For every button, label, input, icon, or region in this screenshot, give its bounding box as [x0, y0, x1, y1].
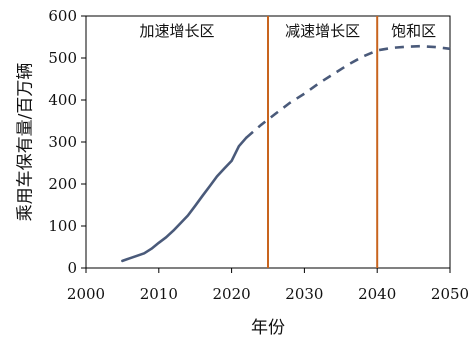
y-tick-label: 200 [48, 175, 77, 193]
plot-area [85, 15, 451, 269]
historical-series-line [121, 136, 248, 263]
x-axis-label: 年份 [251, 318, 285, 338]
x-tick-label: 2020 [213, 285, 251, 303]
region-label: 加速增长区 [139, 22, 214, 40]
region-layer: 加速增长区 减速增长区 饱和区 [139, 22, 436, 40]
x-tick-label: 2030 [285, 285, 323, 303]
tick-layer: 2000 2010 2020 2030 2040 2050 0 100 200 300 400 500… [48, 7, 469, 303]
y-tick-label: 100 [48, 217, 77, 235]
y-tick-label: 500 [48, 49, 77, 67]
y-tick-label: 600 [48, 7, 77, 25]
x-tick-label: 2050 [431, 285, 469, 303]
y-tick-label: 0 [67, 259, 77, 277]
region-label: 饱和区 [391, 22, 436, 40]
series-layer [121, 44, 451, 263]
x-tick-label: 2040 [358, 285, 396, 303]
y-tick-label: 400 [48, 91, 77, 109]
projected-series-line [245, 44, 451, 139]
y-tick-label: 300 [48, 133, 77, 151]
x-tick-label: 2000 [67, 285, 105, 303]
y-axis-label: 乘用车保有量/百万辆 [16, 63, 36, 222]
region-label: 减速增长区 [285, 22, 360, 40]
x-tick-label: 2010 [140, 285, 178, 303]
